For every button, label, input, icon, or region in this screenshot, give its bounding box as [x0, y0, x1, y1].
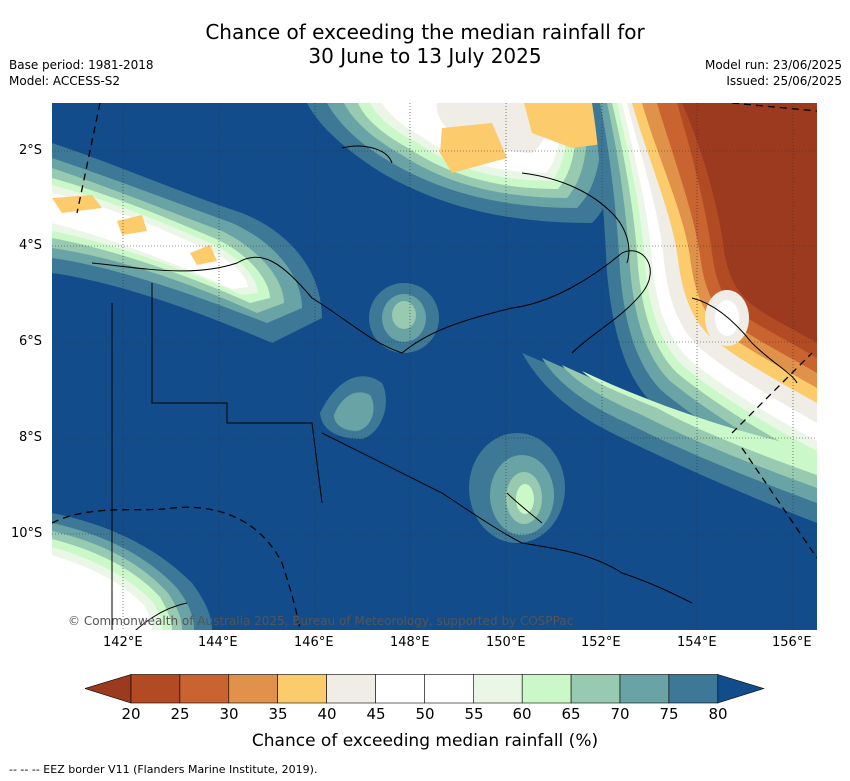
cbar-segment-60-65 [521, 674, 572, 704]
central-blobs [320, 283, 565, 543]
meta-right: Model run: 23/06/2025 Issued: 25/06/2025 [705, 57, 842, 89]
coastlines [91, 145, 798, 630]
base-period: Base period: 1981-2018 [9, 58, 154, 72]
eez-footnote: -- -- -- EEZ border V11 (Flanders Marine… [9, 763, 318, 776]
cbar-tick-20: 20 [121, 705, 141, 723]
cbar-tick-70: 70 [610, 705, 630, 723]
lon-label-144e: 144°E [198, 635, 238, 650]
northeast-dry-region [592, 103, 817, 503]
lat-label-6s: 6°S [19, 334, 43, 349]
lon-label-146e: 146°E [294, 635, 334, 650]
colorbar [85, 674, 765, 704]
map-panel[interactable] [52, 103, 817, 630]
cbar-segment-20-25 [130, 674, 181, 704]
lon-label-150e: 150°E [486, 635, 526, 650]
lon-label-148e: 148°E [390, 635, 430, 650]
cbar-segment-45-50 [375, 674, 425, 704]
cbar-tick-50: 50 [415, 705, 435, 723]
cbar-segment-55-60 [472, 674, 523, 704]
cbar-tick-40: 40 [317, 705, 337, 723]
cbar-segment-75-80 [668, 674, 719, 704]
lat-label-10s: 10°S [11, 526, 43, 541]
copyright-notice: © Commonwealth of Australia 2025, Bureau… [68, 614, 574, 628]
cbar-tick-65: 65 [561, 705, 581, 723]
cbar-segment-50-55 [424, 674, 474, 704]
cbar-segment-25-30 [179, 674, 230, 704]
southeast-band [522, 353, 817, 523]
cbar-arrow-low [85, 674, 132, 704]
cbar-tick-25: 25 [170, 705, 190, 723]
cbar-arrow-high [717, 674, 765, 704]
southwest-band [52, 513, 212, 630]
cbar-segment-70-75 [619, 674, 670, 704]
model-name: Model: ACCESS-S2 [9, 74, 121, 88]
cbar-tick-80: 80 [708, 705, 728, 723]
lon-label-142e: 142°E [103, 635, 143, 650]
northwest-band [52, 143, 322, 343]
map-title: Chance of exceeding the median rainfall … [0, 20, 850, 68]
title-line-2: 30 June to 13 July 2025 [308, 44, 542, 68]
model-run: Model run: 23/06/2025 [704, 58, 842, 72]
cbar-segment-30-35 [228, 674, 279, 704]
cbar-tick-35: 35 [268, 705, 288, 723]
title-line-1: Chance of exceeding the median rainfall … [205, 20, 645, 44]
lat-label-8s: 8°S [19, 430, 43, 445]
cbar-segment-40-45 [326, 674, 376, 704]
lon-label-156e: 156°E [772, 635, 812, 650]
north-central-band [307, 103, 618, 223]
rainfall-map [52, 103, 817, 630]
cbar-tick-45: 45 [366, 705, 386, 723]
issued-date: Issued: 25/06/2025 [726, 74, 842, 88]
lat-label-2s: 2°S [19, 143, 43, 158]
lon-label-152e: 152°E [581, 635, 621, 650]
colorbar-label: Chance of exceeding median rainfall (%) [251, 731, 599, 751]
cbar-segment-35-40 [277, 674, 327, 704]
cbar-tick-60: 60 [512, 705, 532, 723]
lat-label-4s: 4°S [19, 238, 43, 253]
lon-label-154e: 154°E [677, 635, 717, 650]
cbar-tick-55: 55 [464, 705, 484, 723]
cbar-segment-65-70 [570, 674, 621, 704]
graticule [52, 103, 817, 630]
meta-left: Base period: 1981-2018 Model: ACCESS-S2 [9, 57, 154, 89]
eez-borders [52, 103, 817, 630]
cbar-tick-30: 30 [219, 705, 239, 723]
cbar-tick-75: 75 [659, 705, 679, 723]
